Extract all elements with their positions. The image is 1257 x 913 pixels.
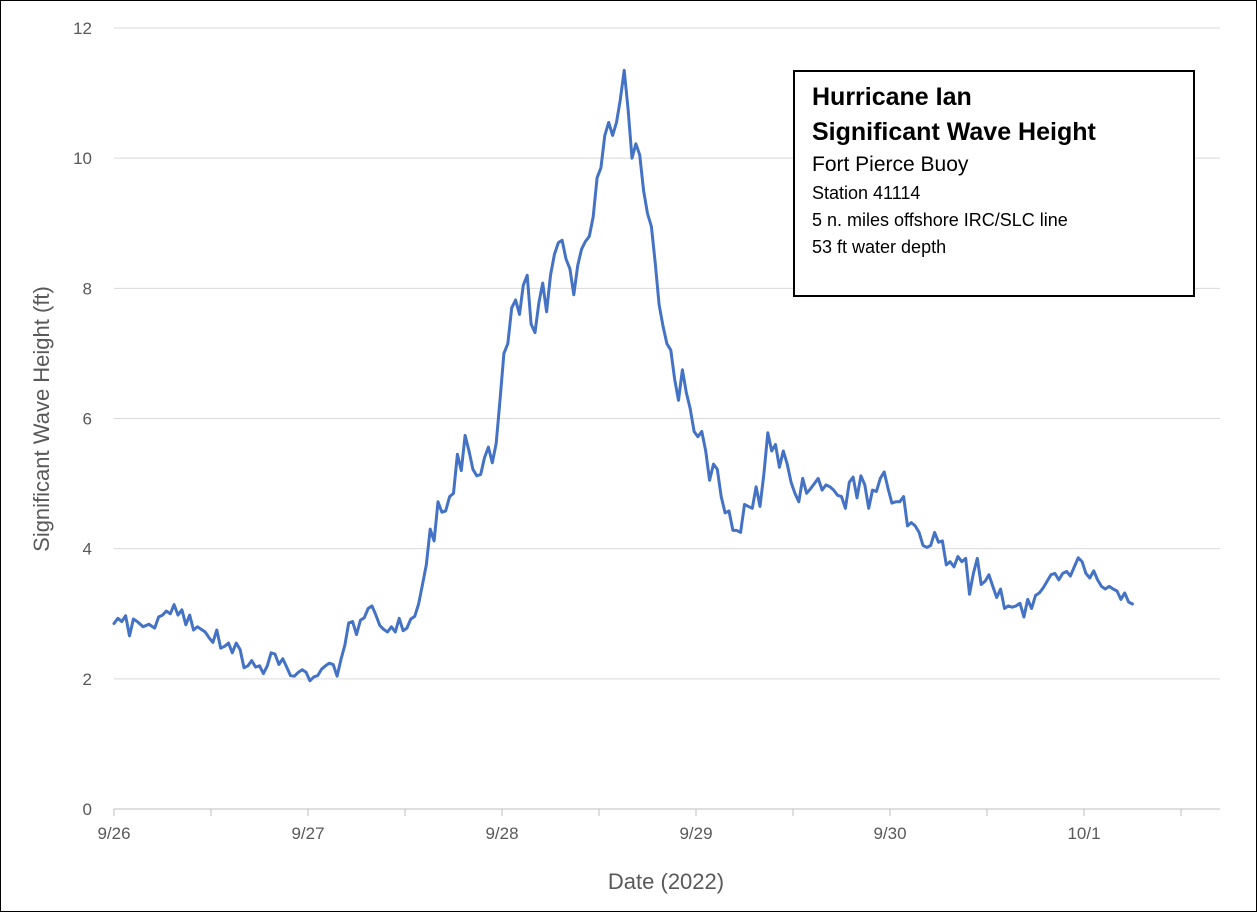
y-tick-label: 12 [73,19,92,38]
y-axis-title: Significant Wave Height (ft) [29,286,54,552]
info-station: Station 41114 [812,183,921,203]
info-depth: 53 ft water depth [812,237,947,257]
y-tick-labels: 0 2 4 6 8 10 12 [73,19,92,819]
info-location: 5 n. miles offshore IRC/SLC line [812,210,1068,230]
x-tick-labels: 9/26 9/27 9/28 9/29 9/30 10/1 [97,824,1100,843]
series-group [112,68,1134,683]
info-title-line-1: Hurricane Ian [812,83,972,111]
y-tick-label: 8 [83,279,92,298]
y-tick-label: 4 [83,540,92,559]
x-tick-label: 9/26 [97,824,130,843]
x-tick-label: 9/28 [485,824,518,843]
y-tick-label: 0 [83,800,92,819]
info-buoy-name: Fort Pierce Buoy [812,153,969,176]
gridlines [114,27,1220,680]
info-title-line-2: Significant Wave Height [812,118,1096,146]
x-tick-label: 9/27 [291,824,324,843]
info-box: Hurricane Ian Significant Wave Height Fo… [793,70,1195,297]
y-tick-label: 6 [83,410,92,429]
y-tick-label: 2 [83,670,92,689]
y-tick-label: 10 [73,149,92,168]
x-tick-label: 9/29 [679,824,712,843]
x-axis [113,808,1220,816]
series-line-0 [112,68,1134,683]
x-axis-title: Date (2022) [608,869,724,894]
x-tick-label: 9/30 [873,824,906,843]
x-tick-label: 10/1 [1067,824,1100,843]
